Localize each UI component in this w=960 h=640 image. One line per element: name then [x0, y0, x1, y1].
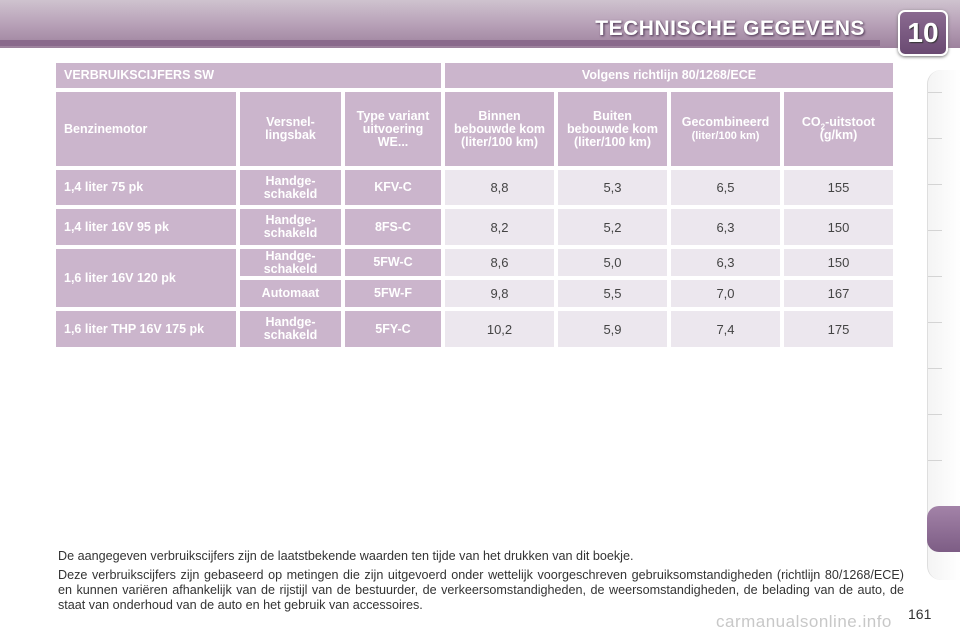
tab-divider [928, 230, 942, 231]
chapter-badge: 10 [898, 10, 948, 56]
type-cell: 8FS-C [345, 209, 441, 245]
table-row: Automaat 5FW-F 9,8 5,5 7,0 167 [56, 280, 893, 307]
combined-cell: 7,0 [671, 280, 780, 307]
combined-label: Gecombineerd [681, 114, 770, 129]
table-row: 1,6 liter 16V 120 pk Handge-schakeld 5FW… [56, 249, 893, 307]
tab-divider [928, 368, 942, 369]
extra-urban-cell: 5,0 [558, 249, 667, 276]
engine-cell: 1,6 liter 16V 120 pk [56, 249, 236, 307]
page-header: TECHNISCHE GEGEVENS [0, 0, 960, 48]
page-title: TECHNISCHE GEGEVENS [595, 17, 865, 40]
combined-cell: 6,3 [671, 249, 780, 276]
col-header-co2: CO2-uitstoot (g/km) [784, 92, 893, 166]
col-header-type: Type variant uitvoering WE... [345, 92, 441, 166]
tab-divider [928, 138, 942, 139]
section-title: VERBRUIKSCIJFERS SW [56, 63, 441, 88]
page-number: 161 [908, 606, 932, 622]
type-cell: 5FY-C [345, 311, 441, 347]
combined-cell: 7,4 [671, 311, 780, 347]
gearbox-cell: Handge-schakeld [240, 249, 341, 276]
tab-divider [928, 414, 942, 415]
table-title-row: VERBRUIKSCIJFERS SW Volgens richtlijn 80… [56, 63, 893, 88]
active-chapter-tab[interactable] [927, 506, 960, 552]
header-band [0, 40, 880, 46]
engine-cell: 1,4 liter 75 pk [56, 170, 236, 205]
tab-divider [928, 460, 942, 461]
extra-urban-cell: 5,3 [558, 170, 667, 205]
gearbox-cell: Handge-schakeld [240, 170, 341, 205]
type-cell: KFV-C [345, 170, 441, 205]
col-header-urban: Binnen bebouwde kom (liter/100 km) [445, 92, 554, 166]
watermark: carmanualsonline.info [716, 612, 892, 631]
col-header-gearbox: Versnel-lingsbak [240, 92, 341, 166]
gearbox-cell: Automaat [240, 280, 341, 307]
table-row: 1,4 liter 16V 95 pk Handge-schakeld 8FS-… [56, 209, 893, 245]
col-header-combined: Gecombineerd (liter/100 km) [671, 92, 780, 166]
consumption-table: VERBRUIKSCIJFERS SW Volgens richtlijn 80… [52, 59, 897, 351]
co2-cell: 150 [784, 249, 893, 276]
tab-divider [928, 92, 942, 93]
engine-cell: 1,4 liter 16V 95 pk [56, 209, 236, 245]
type-cell: 5FW-F [345, 280, 441, 307]
col-header-engine: Benzinemotor [56, 92, 236, 166]
urban-cell: 8,8 [445, 170, 554, 205]
combined-unit: (liter/100 km) [691, 129, 760, 142]
co2-unit: (g/km) [819, 128, 858, 142]
table-row: 1,4 liter 75 pk Handge-schakeld KFV-C 8,… [56, 170, 893, 205]
co2-cell: 175 [784, 311, 893, 347]
urban-cell: 10,2 [445, 311, 554, 347]
column-header-row: Benzinemotor Versnel-lingsbak Type varia… [56, 92, 893, 166]
gearbox-cell: Handge-schakeld [240, 209, 341, 245]
col-header-extra-urban: Buiten bebouwde kom (liter/100 km) [558, 92, 667, 166]
urban-cell: 9,8 [445, 280, 554, 307]
note-paragraph: Deze verbruikscijfers zijn gebaseerd op … [58, 568, 904, 612]
tab-divider [928, 322, 942, 323]
engine-cell: 1,6 liter THP 16V 175 pk [56, 311, 236, 347]
chapter-tab-strip [927, 70, 960, 580]
co2-subscript: 2 [820, 122, 826, 132]
extra-urban-cell: 5,5 [558, 280, 667, 307]
tab-divider [928, 184, 942, 185]
combined-cell: 6,5 [671, 170, 780, 205]
type-cell: 5FW-C [345, 249, 441, 276]
co2-prefix: CO [801, 115, 821, 129]
co2-cell: 150 [784, 209, 893, 245]
table-row: 1,6 liter THP 16V 175 pk Handge-schakeld… [56, 311, 893, 347]
combined-cell: 6,3 [671, 209, 780, 245]
extra-urban-cell: 5,2 [558, 209, 667, 245]
extra-urban-cell: 5,9 [558, 311, 667, 347]
co2-cell: 167 [784, 280, 893, 307]
urban-cell: 8,6 [445, 249, 554, 276]
co2-suffix: -uitstoot [825, 115, 876, 129]
consumption-notes: De aangegeven verbruikscijfers zijn de l… [58, 549, 904, 617]
directive-label: Volgens richtlijn 80/1268/ECE [445, 63, 893, 88]
gearbox-cell: Handge-schakeld [240, 311, 341, 347]
tab-divider [928, 276, 942, 277]
co2-cell: 155 [784, 170, 893, 205]
urban-cell: 8,2 [445, 209, 554, 245]
note-paragraph: De aangegeven verbruikscijfers zijn de l… [58, 549, 634, 563]
